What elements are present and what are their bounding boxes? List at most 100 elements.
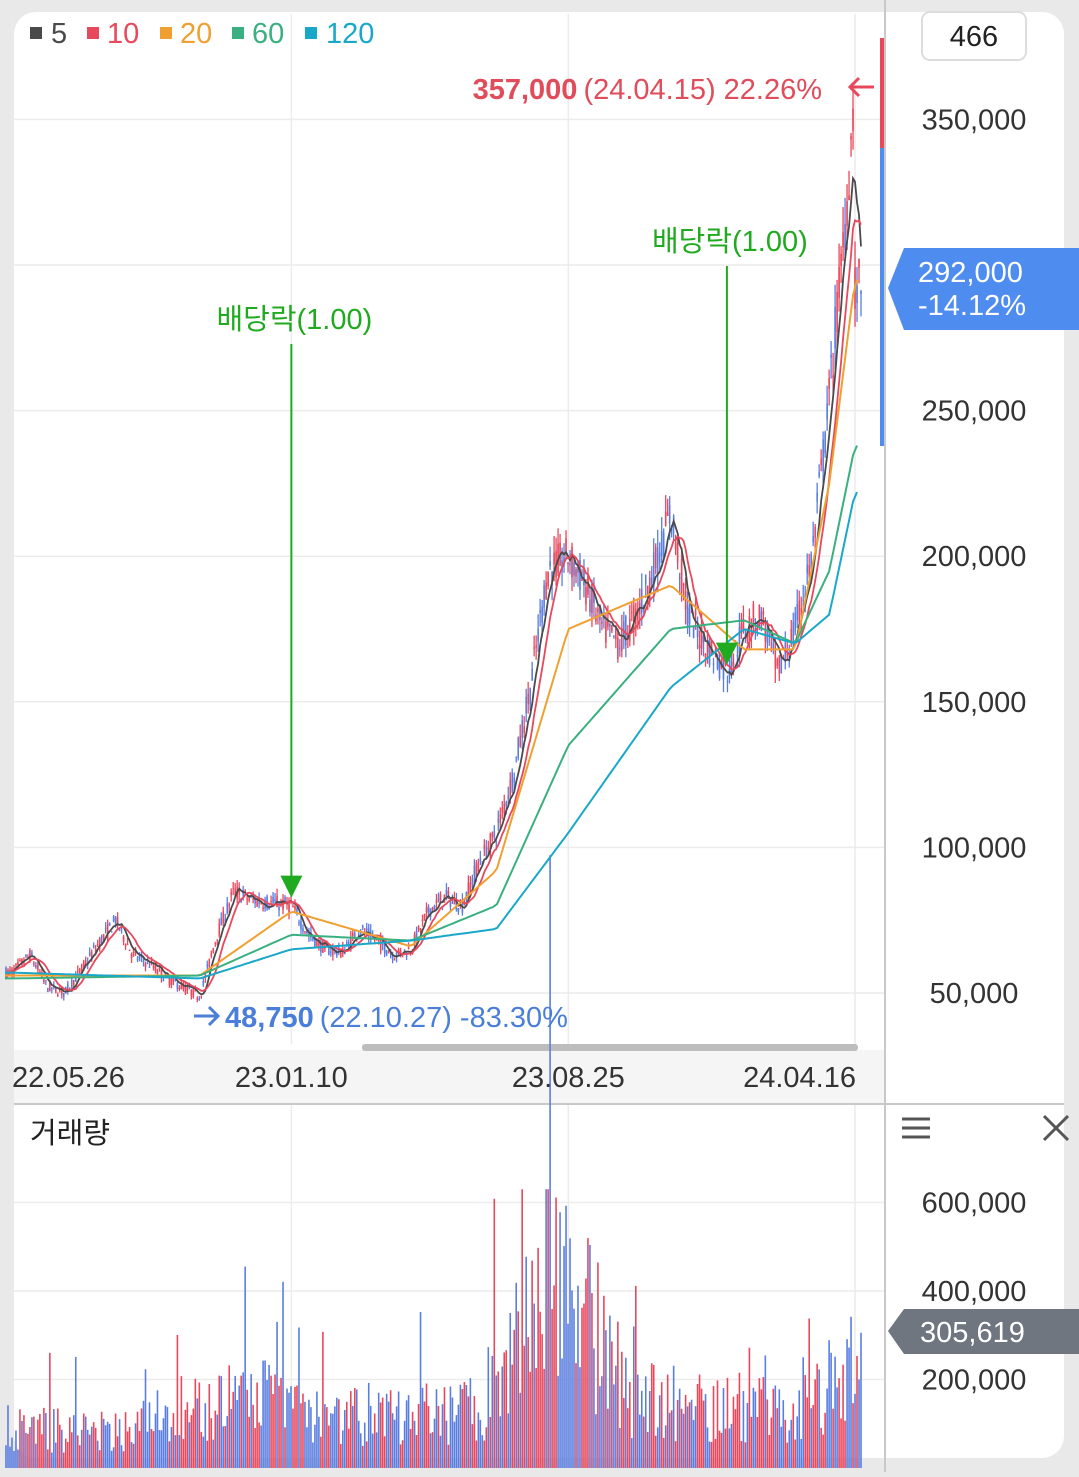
volume-bars (5, 855, 862, 1468)
candle-body (489, 833, 492, 853)
volume-bar (764, 1355, 767, 1468)
volume-bar (411, 1411, 414, 1468)
candle-body (39, 971, 41, 973)
volume-bar (648, 1391, 651, 1468)
volume-bar (108, 1423, 111, 1468)
candle-body (631, 611, 633, 613)
candle-body (230, 892, 233, 896)
candle-body (499, 814, 502, 824)
candle-body (742, 618, 745, 632)
volume-bar (236, 1400, 238, 1468)
volume-bar (557, 1375, 559, 1468)
volume-bar (347, 1428, 350, 1468)
candle-body (794, 612, 797, 633)
candle-body (7, 969, 9, 973)
candle-body (43, 979, 45, 983)
volume-bar (55, 1442, 57, 1468)
volume-bar (790, 1419, 793, 1468)
volume-bar (838, 1378, 840, 1468)
candle-body (726, 680, 729, 682)
volume-bar (457, 1404, 460, 1468)
volume-bar (116, 1436, 119, 1468)
horizontal-scrollbar[interactable] (362, 1044, 858, 1051)
candle-body (393, 959, 396, 961)
volume-bar (256, 1382, 258, 1468)
volume-bar (224, 1426, 227, 1468)
volume-bar (340, 1443, 342, 1468)
candle-body (617, 637, 619, 659)
candle-body (433, 905, 436, 912)
volume-bar (322, 1331, 324, 1468)
candle-body (214, 942, 217, 944)
volume-bar (545, 1189, 547, 1468)
legend-swatch-10 (87, 27, 99, 39)
candle-body (810, 554, 812, 572)
candle-body (573, 562, 575, 576)
volume-bar (288, 1392, 290, 1468)
candle-body (196, 998, 199, 1000)
candle-body (613, 635, 615, 637)
volume-bar (736, 1394, 739, 1468)
candle-body (860, 290, 862, 294)
volume-bar (413, 1420, 416, 1468)
candle-body (664, 511, 667, 527)
volume-bar (565, 1205, 567, 1468)
volume-bar (728, 1428, 731, 1468)
candle-body (346, 942, 348, 946)
volume-bar (856, 1355, 858, 1468)
volume-bar (17, 1449, 19, 1468)
hamburger-menu-icon[interactable] (902, 1117, 930, 1139)
candle-body (387, 952, 390, 954)
candle-body (770, 633, 773, 638)
volume-bar (234, 1375, 236, 1468)
candle-body (172, 977, 175, 982)
period-label: 466 (950, 21, 998, 53)
volume-bar (415, 1435, 418, 1468)
candle-body (842, 232, 844, 248)
candle-body (535, 645, 537, 648)
candle-body (45, 980, 47, 982)
candle-body (306, 930, 308, 934)
volume-axis: 200,000 400,000 600,000 (922, 1188, 1027, 1397)
volume-bar (720, 1432, 723, 1468)
candle-body (222, 911, 225, 924)
candle-body (194, 989, 197, 991)
candle-body (186, 986, 189, 991)
high-pct: 22.26% (724, 74, 822, 106)
volume-bar (409, 1428, 412, 1468)
volume-bar (642, 1416, 645, 1468)
candle-body (654, 546, 657, 569)
volume-bar (794, 1439, 797, 1468)
candle-body (395, 952, 398, 958)
candle-body (505, 802, 508, 806)
volume-bar (25, 1432, 27, 1468)
volume-bar (170, 1427, 173, 1468)
candle-body (658, 552, 661, 564)
volume-bar (473, 1395, 476, 1468)
candle-body (61, 988, 63, 995)
close-icon[interactable] (1042, 1114, 1070, 1142)
volume-bar (591, 1293, 593, 1468)
candle-body (543, 585, 545, 608)
date-tick-label: 23.01.10 (235, 1062, 348, 1094)
arrow-down-icon (715, 642, 738, 665)
candle-body (495, 841, 498, 843)
candle-body (633, 605, 635, 633)
period-selector[interactable] (921, 11, 1027, 61)
candle-body (696, 625, 699, 637)
volume-bar (248, 1416, 250, 1468)
candle-body (589, 599, 591, 613)
volume-bar (385, 1393, 388, 1468)
volume-bar (680, 1408, 683, 1468)
current-price-badge: 292,000 -14.12% (888, 248, 1079, 330)
candle-body (541, 606, 543, 623)
volume-bar (43, 1407, 45, 1468)
volume-bar (551, 1308, 553, 1468)
volume-bar (762, 1377, 765, 1468)
low-date: (22.10.27) (320, 1002, 452, 1034)
candle-body (858, 259, 860, 268)
volume-bar (724, 1428, 727, 1468)
volume-bar (539, 1311, 541, 1468)
volume-bar (629, 1381, 631, 1468)
